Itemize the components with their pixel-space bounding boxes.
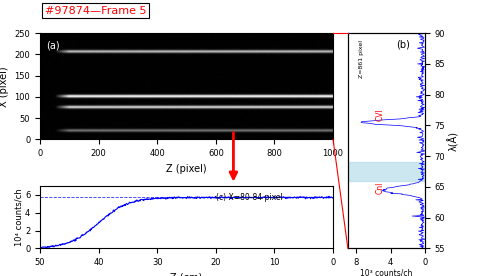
Y-axis label: 10⁴ counts/ch: 10⁴ counts/ch <box>14 188 24 246</box>
Text: CnI: CnI <box>376 182 385 194</box>
Text: (c) X=80-84 pixel: (c) X=80-84 pixel <box>216 193 282 202</box>
X-axis label: Z (cm): Z (cm) <box>170 273 202 276</box>
Text: Z=861 pixel: Z=861 pixel <box>360 39 364 78</box>
Text: CVI: CVI <box>376 108 385 121</box>
Text: (a): (a) <box>46 41 60 51</box>
Bar <box>348 162 425 181</box>
X-axis label: 10³ counts/ch: 10³ counts/ch <box>360 269 412 276</box>
Text: #97874—Frame 5: #97874—Frame 5 <box>45 6 146 15</box>
X-axis label: Z (pixel): Z (pixel) <box>166 164 207 174</box>
Text: (b): (b) <box>396 39 410 50</box>
Y-axis label: λ(Å): λ(Å) <box>448 131 460 151</box>
Y-axis label: X (pixel): X (pixel) <box>0 66 9 107</box>
